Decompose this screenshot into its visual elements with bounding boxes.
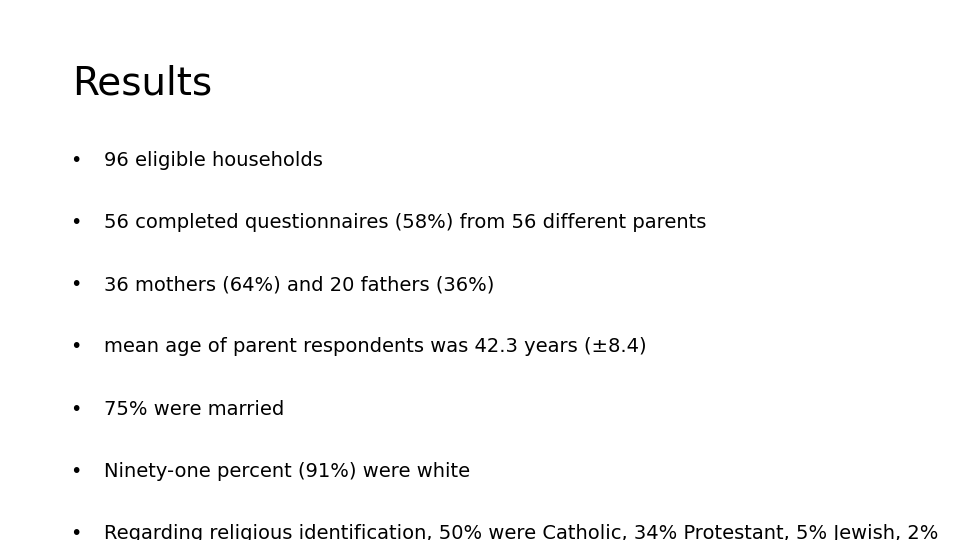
Text: Regarding religious identification, 50% were Catholic, 34% Protestant, 5% Jewish: Regarding religious identification, 50% … <box>104 524 938 540</box>
Text: •: • <box>70 400 82 419</box>
Text: •: • <box>70 462 82 481</box>
Text: •: • <box>70 213 82 232</box>
Text: Ninety-one percent (91%) were white: Ninety-one percent (91%) were white <box>104 462 469 481</box>
Text: •: • <box>70 338 82 356</box>
Text: •: • <box>70 524 82 540</box>
Text: 75% were married: 75% were married <box>104 400 284 419</box>
Text: mean age of parent respondents was 42.3 years (±8.4): mean age of parent respondents was 42.3 … <box>104 338 646 356</box>
Text: •: • <box>70 275 82 294</box>
Text: 56 completed questionnaires (58%) from 56 different parents: 56 completed questionnaires (58%) from 5… <box>104 213 706 232</box>
Text: 96 eligible households: 96 eligible households <box>104 151 323 170</box>
Text: 36 mothers (64%) and 20 fathers (36%): 36 mothers (64%) and 20 fathers (36%) <box>104 275 494 294</box>
Text: •: • <box>70 151 82 170</box>
Text: Results: Results <box>72 65 212 103</box>
